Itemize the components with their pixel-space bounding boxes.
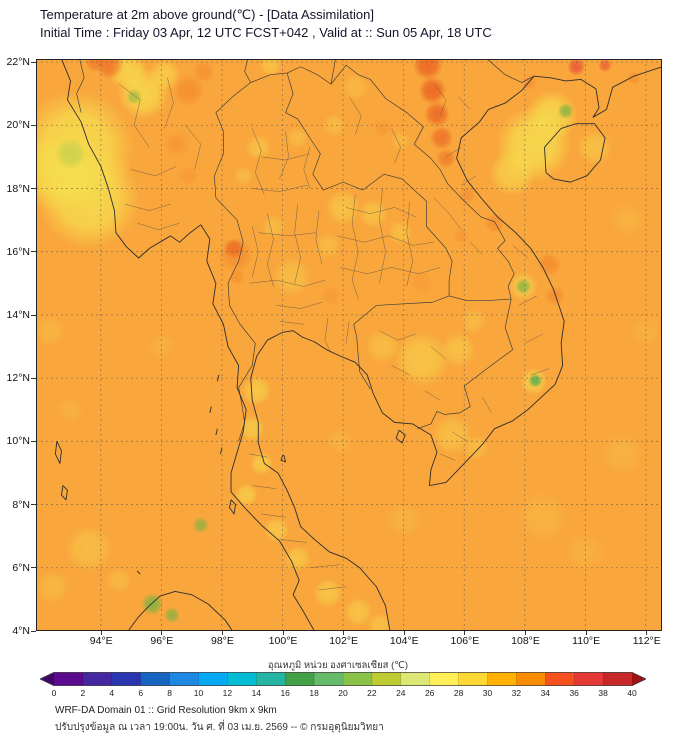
lat-label: 16°N [6,245,30,258]
lon-tick [525,631,527,635]
lon-label: 108°E [511,635,540,647]
colorbar-tick: 2 [80,688,86,698]
colorbar-ticks: 0 2 4 6 8 10 12 14 16 18 20 22 24 26 28 30 32 34 36 38 40 [40,688,646,700]
lon-tick [343,631,345,635]
colorbar-tick: 32 [511,688,522,698]
lat-label: 10°N [6,435,30,448]
lon-label: 96°E [150,635,174,647]
lon-tick [282,631,284,635]
lon-tick [221,631,223,635]
lat-label: 18°N [6,182,30,195]
lat-label: 22°N [6,56,30,69]
lat-label: 20°N [6,119,30,132]
colorbar-tick: 34 [540,688,551,698]
colorbar-tick: 12 [222,688,233,698]
lon-label: 110°E [572,635,601,647]
colorbar-title: อุณหภูมิ หน่วย องศาเซลเซียส (℃) [267,660,409,671]
lat-label: 14°N [6,309,30,321]
lon-tick [100,631,102,635]
lon-tick [403,631,405,635]
colorbar [40,672,646,686]
colorbar-tick: 20 [338,688,348,698]
lon-label: 102°E [329,635,359,647]
lon-tick [161,631,163,635]
lat-label: 4°N [12,625,30,637]
colorbar-tick: 24 [396,688,406,698]
colorbar-tick: 28 [453,688,464,698]
colorbar-tick: 22 [367,688,377,698]
lon-label: 104°E [389,635,419,647]
colorbar-tick: 36 [569,688,579,698]
map-subtitle: Initial Time : Friday 03 Apr, 12 UTC FCS… [40,25,492,40]
footer-domain-info: WRF-DA Domain 01 :: Grid Resolution 9km … [55,705,277,716]
lon-tick [464,631,466,635]
lon-tick [646,631,648,635]
lon-tick [585,631,587,635]
colorbar-tick: 0 [51,688,57,698]
colorbar-tick: 26 [424,688,435,698]
lat-label: 6°N [12,561,30,574]
colorbar-tick: 8 [167,688,172,698]
colorbar-tick: 30 [482,688,493,698]
colorbar-tick: 14 [251,688,262,698]
lon-label: 112°E [632,635,661,647]
temperature-map-canvas [36,59,662,631]
colorbar-tick: 6 [138,688,144,698]
lon-label: 100°E [268,635,298,647]
colorbar-tick: 40 [627,688,637,698]
colorbar-tick: 10 [193,688,204,698]
lat-label: 12°N [6,372,30,385]
footer-update-info: ปรับปรุงข้อมูล ณ เวลา 19:00น. วัน ศ. ที่… [55,722,384,733]
map-title: Temperature at 2m above ground(℃) - [Dat… [40,7,374,22]
colorbar-tick: 38 [598,688,608,698]
lat-label: 8°N [12,498,30,511]
colorbar-tick: 16 [280,688,290,698]
colorbar-tick: 4 [109,688,115,698]
lon-label: 106°E [450,635,480,647]
lon-label: 98°E [210,635,234,647]
lon-label: 94°E [89,635,113,647]
colorbar-tick: 18 [309,688,319,698]
